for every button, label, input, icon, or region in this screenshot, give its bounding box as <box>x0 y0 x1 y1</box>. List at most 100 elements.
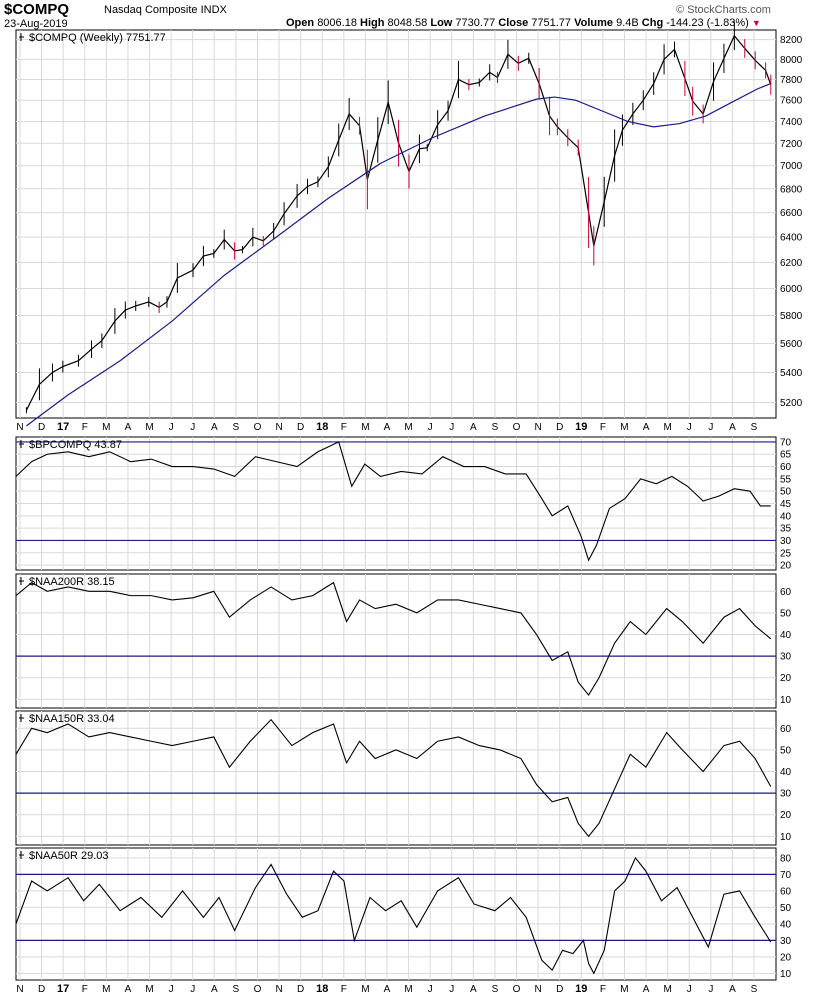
x-axis-month-label: M <box>404 422 412 433</box>
y-tick-label: 7200 <box>780 139 803 150</box>
y-tick-label: 30 <box>780 936 792 947</box>
x-axis-month-label: A <box>211 984 218 995</box>
y-tick-label: 60 <box>780 587 792 598</box>
x-axis-month-label: M <box>663 984 671 995</box>
x-axis-year-label: 18 <box>316 421 328 433</box>
x-axis-month-label: F <box>341 984 347 995</box>
y-tick-label: 6000 <box>780 284 803 295</box>
x-axis-month-label: A <box>643 984 650 995</box>
y-tick-label: 5600 <box>780 339 803 350</box>
x-axis-month-label: O <box>254 422 262 433</box>
close-label: Close <box>498 17 529 29</box>
panel-indicator-4: 10 20 30 40 50 60 70 80 $NAA50R 29.03 <box>15 847 792 981</box>
open-value: 8006.18 <box>317 17 357 29</box>
y-tick-label: 5400 <box>780 368 803 379</box>
y-tick-label: 70 <box>780 437 792 448</box>
x-axis-month-label: A <box>729 422 736 433</box>
y-tick-label: 6400 <box>780 233 803 244</box>
y-tick-label: 7400 <box>780 117 803 128</box>
x-axis-month-label: A <box>211 422 218 433</box>
y-tick-label: 6600 <box>780 208 803 219</box>
x-axis-month-label: S <box>233 984 240 995</box>
x-axis-month-label: N <box>16 984 23 995</box>
x-axis-month-label: D <box>556 984 563 995</box>
x-axis-month-label: A <box>384 422 391 433</box>
y-tick-label: 30 <box>780 652 792 663</box>
y-tick-label: 10 <box>780 695 792 706</box>
panel-indicator-2: 10 20 30 40 50 60 $NAA200R 38.15 <box>15 573 792 709</box>
panel-label: $BPCOMPQ 43.87 <box>29 439 122 451</box>
panel-label: $COMPQ (Weekly) 7751.77 <box>29 32 166 44</box>
panel-frame <box>15 29 777 419</box>
x-axis-month-label: J <box>708 984 713 995</box>
y-tick-label: 50 <box>780 608 792 619</box>
y-tick-label: 40 <box>780 919 792 930</box>
copyright-notice: © StockCharts.com <box>676 4 771 16</box>
y-tick-label: 7000 <box>780 161 803 172</box>
x-axis-month-label: M <box>102 984 110 995</box>
y-tick-label: 80 <box>780 853 792 864</box>
panel-frame <box>15 710 777 846</box>
low-label: Low <box>430 17 453 29</box>
x-axis-month-label: D <box>297 984 304 995</box>
panel-label: $NAA200R 38.15 <box>29 576 115 588</box>
close-value: 7751.77 <box>531 17 572 29</box>
y-tick-label: 10 <box>780 832 792 843</box>
chg-label: Chg <box>641 17 664 29</box>
y-tick-label: 50 <box>780 745 792 756</box>
x-axis-month-label: F <box>341 422 347 433</box>
x-axis-month-label: J <box>169 984 174 995</box>
panel-frame <box>15 573 777 709</box>
high-value: 8048.58 <box>387 17 428 29</box>
y-tick-label: 40 <box>780 767 792 778</box>
x-axis-month-label: S <box>751 984 758 995</box>
y-tick-label: 20 <box>780 952 792 963</box>
y-tick-label: 7800 <box>780 75 803 86</box>
x-axis-month-label: D <box>297 422 304 433</box>
y-tick-label: 55 <box>780 474 792 485</box>
y-tick-label: 20 <box>780 673 792 684</box>
x-axis-year-label: 18 <box>316 983 328 995</box>
y-tick-label: 50 <box>780 487 792 498</box>
y-tick-label: 60 <box>780 886 792 897</box>
x-axis-month-label: M <box>620 984 628 995</box>
panel-label: $NAA150R 33.04 <box>29 713 115 725</box>
y-tick-label: 50 <box>780 903 792 914</box>
x-axis-month-label: F <box>600 984 606 995</box>
x-axis-month-label: M <box>145 984 153 995</box>
x-axis-month-label: A <box>470 984 477 995</box>
x-axis-month-label: J <box>190 984 195 995</box>
x-axis-month-label: D <box>38 422 45 433</box>
x-axis-month-label: D <box>556 422 563 433</box>
x-axis-month-label: J <box>190 422 195 433</box>
panel-price: 5200 5400 5600 5800 6000 6200 6400 6600 6800 7000… <box>15 21 803 427</box>
x-axis-month-label: N <box>535 984 542 995</box>
ohlc-summary: Open 8006.18 High 8048.58 Low 7730.77 Cl… <box>286 17 761 29</box>
x-axis-month-label: J <box>449 984 454 995</box>
indicator-line <box>15 581 772 696</box>
y-tick-label: 20 <box>780 561 792 572</box>
high-label: High <box>360 17 385 29</box>
x-axis-month-label: F <box>82 984 88 995</box>
panel-indicator-3: 10 20 30 40 50 60 $NAA150R 33.04 <box>15 710 792 846</box>
x-axis-month-label: S <box>492 422 499 433</box>
x-axis-month-label: F <box>600 422 606 433</box>
x-axis-month-label: N <box>275 422 282 433</box>
x-axis-month-label: M <box>361 422 369 433</box>
x-axis-month-label: A <box>384 984 391 995</box>
open-label: Open <box>286 17 315 29</box>
x-axis-month-label: M <box>361 984 369 995</box>
x-axis-month-label: N <box>16 422 23 433</box>
x-axis-month-label: D <box>38 984 45 995</box>
x-axis-month-label: A <box>643 422 650 433</box>
x-axis-month-label: M <box>145 422 153 433</box>
x-axis-month-label: N <box>275 984 282 995</box>
x-axis-year-label: 19 <box>575 421 587 433</box>
moving-average-line <box>26 83 772 427</box>
y-tick-label: 8000 <box>780 55 803 66</box>
indicator-line <box>15 441 771 562</box>
y-tick-label: 5200 <box>780 398 803 409</box>
chart-instrument-name: Nasdaq Composite INDX <box>104 4 227 16</box>
